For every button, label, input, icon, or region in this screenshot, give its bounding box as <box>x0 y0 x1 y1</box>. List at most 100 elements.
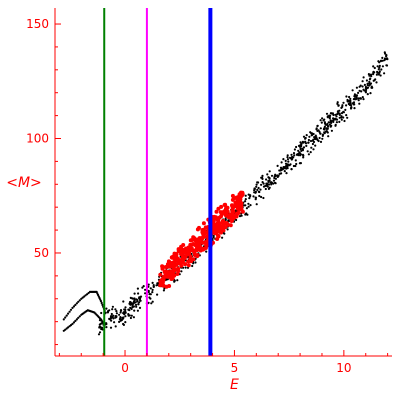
black-data-point <box>292 156 295 159</box>
black-data-point <box>131 297 134 300</box>
black-data-point <box>111 308 114 311</box>
black-data-point <box>378 71 381 74</box>
black-data-point <box>362 76 365 79</box>
black-data-point <box>377 73 380 76</box>
black-data-point <box>377 68 380 71</box>
black-data-point <box>272 179 276 182</box>
black-data-point <box>307 138 310 142</box>
black-data-point <box>301 148 304 151</box>
black-data-point <box>110 312 113 316</box>
black-data-point <box>305 144 308 147</box>
black-data-point <box>268 170 271 173</box>
black-data-point <box>265 183 269 186</box>
black-data-point <box>383 59 386 62</box>
curve-data-point <box>65 314 68 317</box>
black-data-point <box>134 303 138 306</box>
black-data-point <box>194 261 197 264</box>
black-data-point <box>310 146 313 149</box>
black-data-point <box>315 136 318 139</box>
red-data-point <box>213 231 218 236</box>
black-data-point <box>128 301 132 304</box>
red-data-point <box>201 221 206 226</box>
black-data-point <box>309 139 313 143</box>
black-data-point <box>254 191 257 194</box>
black-data-point <box>115 315 118 318</box>
y-tick-label: 150 <box>26 17 49 31</box>
black-data-point <box>342 111 345 114</box>
red-data-point <box>224 206 228 211</box>
curve-data-point <box>71 322 74 325</box>
black-data-point <box>224 218 227 221</box>
red-data-point <box>188 256 193 261</box>
black-data-point <box>138 296 142 299</box>
curve-data-point <box>69 324 73 327</box>
red-data-point <box>184 246 189 251</box>
black-data-point <box>115 310 118 313</box>
black-data-point <box>319 127 322 130</box>
black-data-point <box>127 308 130 311</box>
black-data-point <box>124 308 127 311</box>
black-data-point <box>270 183 273 186</box>
black-data-point <box>110 315 113 318</box>
black-data-point <box>320 121 323 124</box>
black-data-point <box>296 153 299 156</box>
black-data-point <box>367 73 370 76</box>
black-data-point <box>378 66 381 69</box>
x-tick-label: 10 <box>336 361 351 375</box>
black-data-point <box>304 137 307 140</box>
black-data-point <box>122 311 125 314</box>
black-data-point <box>323 121 326 124</box>
black-data-point <box>373 71 376 74</box>
black-data-point <box>329 114 332 117</box>
black-data-point <box>298 144 301 147</box>
black-data-point <box>105 323 108 326</box>
black-data-point <box>292 164 295 168</box>
black-data-point <box>260 183 263 186</box>
black-data-point <box>338 120 341 123</box>
black-data-point <box>253 187 256 190</box>
black-data-point <box>122 323 125 326</box>
black-data-point <box>378 64 381 67</box>
black-data-point <box>330 124 333 127</box>
black-data-point <box>147 290 150 294</box>
black-data-point <box>252 195 255 198</box>
black-data-point <box>345 114 348 117</box>
black-data-point <box>368 80 371 83</box>
black-data-point <box>105 326 108 329</box>
black-data-point <box>144 292 147 295</box>
black-data-point <box>235 218 238 222</box>
black-data-point <box>326 127 329 130</box>
black-data-point <box>258 194 261 198</box>
black-data-point <box>205 250 208 253</box>
black-data-point <box>133 292 136 295</box>
black-data-point <box>337 104 340 107</box>
black-data-point <box>372 65 375 68</box>
red-data-point <box>188 238 193 243</box>
black-data-point <box>247 193 250 196</box>
black-data-point <box>385 57 388 61</box>
black-data-point <box>383 72 386 75</box>
black-data-point <box>254 196 258 199</box>
black-data-point <box>149 287 152 290</box>
black-data-point <box>113 321 116 324</box>
black-data-point <box>346 116 349 119</box>
black-data-point <box>361 96 364 99</box>
black-data-point <box>244 204 247 207</box>
black-data-point <box>329 119 332 122</box>
black-data-point <box>97 333 101 336</box>
curve-data-point <box>74 319 77 322</box>
black-data-point <box>298 151 301 154</box>
black-data-point <box>283 170 286 173</box>
axes-layer: 0 5 10 50 100 150 <box>26 8 392 375</box>
red-data-point <box>214 223 219 228</box>
black-data-point <box>299 147 302 151</box>
black-data-point <box>283 166 286 169</box>
black-data-point <box>289 157 293 160</box>
black-data-point <box>264 187 267 191</box>
black-data-point <box>375 81 378 84</box>
black-data-point <box>135 305 138 308</box>
black-data-point <box>119 316 122 319</box>
x-axis-title: E <box>230 377 239 393</box>
black-data-point <box>132 316 135 319</box>
black-data-point <box>298 162 301 165</box>
